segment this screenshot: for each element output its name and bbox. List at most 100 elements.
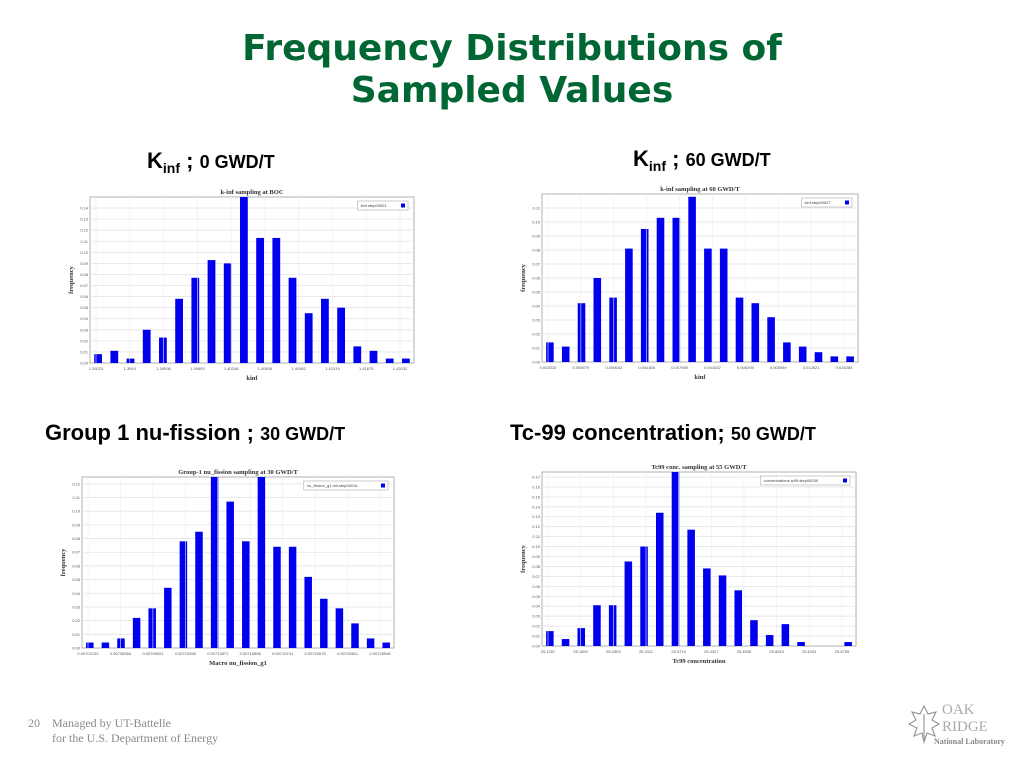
y-tick-label: 0.01	[532, 634, 541, 639]
y-tick-label: 0.02	[532, 332, 541, 337]
histogram-bar	[369, 350, 378, 363]
histogram-bar	[671, 472, 680, 646]
x-tick-label: 0.00722676	[305, 651, 327, 656]
x-tick-label: 1.39536	[156, 366, 171, 371]
y-tick-label: 0.11	[533, 534, 541, 539]
histogram-bar	[750, 620, 758, 646]
histogram-bar	[288, 546, 297, 648]
y-tick-label: 0.11	[533, 206, 541, 211]
y-tick-label: 0.00	[532, 644, 541, 649]
y-tick-label: 0.11	[73, 495, 81, 500]
x-tick-label: 0.00708001	[142, 651, 164, 656]
y-tick-label: 0.03	[72, 604, 81, 609]
chart-title: Group-1 nu_fission sampling at 30 GWD/T	[178, 469, 298, 476]
y-tick-label: 0.10	[532, 544, 541, 549]
histogram-bar	[735, 297, 744, 362]
y-axis-label: frequency	[68, 265, 75, 293]
legend-label: kinf.step00027	[805, 200, 832, 205]
oak-ridge-logo: OAK RIDGE National Laboratory	[906, 698, 1006, 748]
y-tick-label: 0.16	[532, 484, 541, 489]
y-tick-label: 0.07	[532, 262, 541, 267]
x-tick-label: 1.40248	[224, 366, 239, 371]
y-tick-label: 0.04	[72, 591, 81, 596]
x-tick-label: 0.00719741	[272, 651, 294, 656]
histogram-bar	[640, 546, 648, 646]
y-tick-label: 0.02	[72, 618, 81, 623]
x-tick-label: 25.1287	[541, 649, 556, 654]
y-tick-label: 0.03	[532, 614, 541, 619]
histogram-bar	[257, 477, 266, 648]
histogram-bar	[117, 638, 125, 648]
y-tick-label: 0.08	[72, 536, 81, 541]
y-tick-label: 0.03	[532, 318, 541, 323]
histogram-bar	[783, 342, 791, 362]
y-tick-label: 0.05	[72, 577, 81, 582]
histogram-bar	[272, 237, 281, 363]
y-tick-label: 0.04	[532, 304, 541, 309]
y-tick-label: 0.01	[72, 632, 81, 637]
histogram-bar	[164, 587, 172, 648]
y-tick-label: 0.06	[72, 563, 81, 568]
histogram-bar	[159, 337, 167, 363]
x-tick-label: 25.3719	[671, 649, 686, 654]
histogram-bar	[767, 317, 775, 362]
y-tick-label: 0.05	[80, 305, 89, 310]
x-tick-label: 0.00710936	[175, 651, 197, 656]
caption-kinf-0: Kinf ; 0 GWD/T	[147, 148, 275, 176]
histogram-svg: k-inf sampling at BOC 0.01 0.02 0.03 0.04 0.0…	[68, 189, 415, 382]
y-tick-label: 0.09	[80, 261, 89, 266]
legend-swatch	[845, 200, 849, 205]
chart-title: k-inf sampling at 60 GWD/T	[660, 186, 740, 193]
histogram-bar	[765, 635, 774, 646]
caption-nu-fission: Group 1 nu-fission ; 30 GWD/T	[45, 420, 345, 446]
y-tick-label: 0.09	[532, 554, 541, 559]
plot-area	[541, 471, 857, 647]
chart-nu-fission: Group-1 nu_fission sampling at 30 GWD/T 0…	[52, 465, 400, 670]
histogram-bar	[624, 561, 633, 646]
histogram-bar	[798, 346, 807, 362]
y-tick-label: 0.13	[80, 217, 89, 222]
y-tick-label: 0.01	[80, 349, 89, 354]
logo-leaf-icon	[907, 704, 941, 745]
histogram-bar	[385, 358, 394, 363]
x-axis-label: Tc99 concentration	[672, 658, 725, 665]
x-tick-label: 25.5543	[769, 649, 784, 654]
histogram-bar	[625, 248, 633, 362]
y-tick-label: 0.08	[532, 564, 541, 569]
y-tick-label: 0.08	[80, 272, 89, 277]
y-tick-label: 0.12	[80, 228, 89, 233]
histogram-bar	[353, 346, 362, 363]
legend-swatch	[843, 478, 847, 483]
x-tick-label: 0.001632	[704, 365, 721, 370]
y-tick-label: 0.14	[532, 504, 541, 509]
histogram-bar	[94, 354, 102, 363]
logo-text-ridge: RIDGE	[942, 719, 988, 735]
caption-burnup: 50 GWD/T	[730, 424, 816, 444]
x-tick-label: 1.42032	[393, 366, 408, 371]
x-tick-label: 0.012621	[803, 365, 820, 370]
x-tick-label: 1.39223	[89, 366, 104, 371]
x-tick-label: 0.016285	[836, 365, 853, 370]
legend-box	[357, 200, 409, 211]
caption-main: Tc-99 concentration;	[510, 420, 731, 445]
chart-tc99: Tc99 conc. sampling at 55 GWD/T 0.01 0.02 0…	[512, 460, 862, 668]
legend-label: nu_fission_g1.mil.step00016	[307, 483, 358, 488]
y-tick-label: 0.13	[532, 514, 541, 519]
histogram-bar	[210, 477, 219, 648]
histogram-bar	[223, 263, 232, 363]
caption-main: K	[147, 148, 163, 173]
histogram-bar	[126, 358, 135, 363]
legend-label: kinf.step00001	[361, 203, 388, 208]
x-tick-label: 0.00728546	[369, 651, 391, 656]
x-tick-label: 0.007969	[671, 365, 688, 370]
histogram-bar	[304, 313, 313, 363]
histogram-bar	[656, 217, 665, 362]
y-tick-label: 0.03	[80, 327, 89, 332]
y-tick-label: 0.10	[72, 509, 81, 514]
histogram-bar	[320, 598, 328, 648]
x-tick-label: 25.4935	[737, 649, 752, 654]
footer-line-1: Managed by UT-Battelle	[52, 716, 171, 730]
y-tick-label: 0.06	[532, 584, 541, 589]
y-tick-label: 0.05	[532, 290, 541, 295]
x-tick-label: 0.003315	[540, 365, 557, 370]
